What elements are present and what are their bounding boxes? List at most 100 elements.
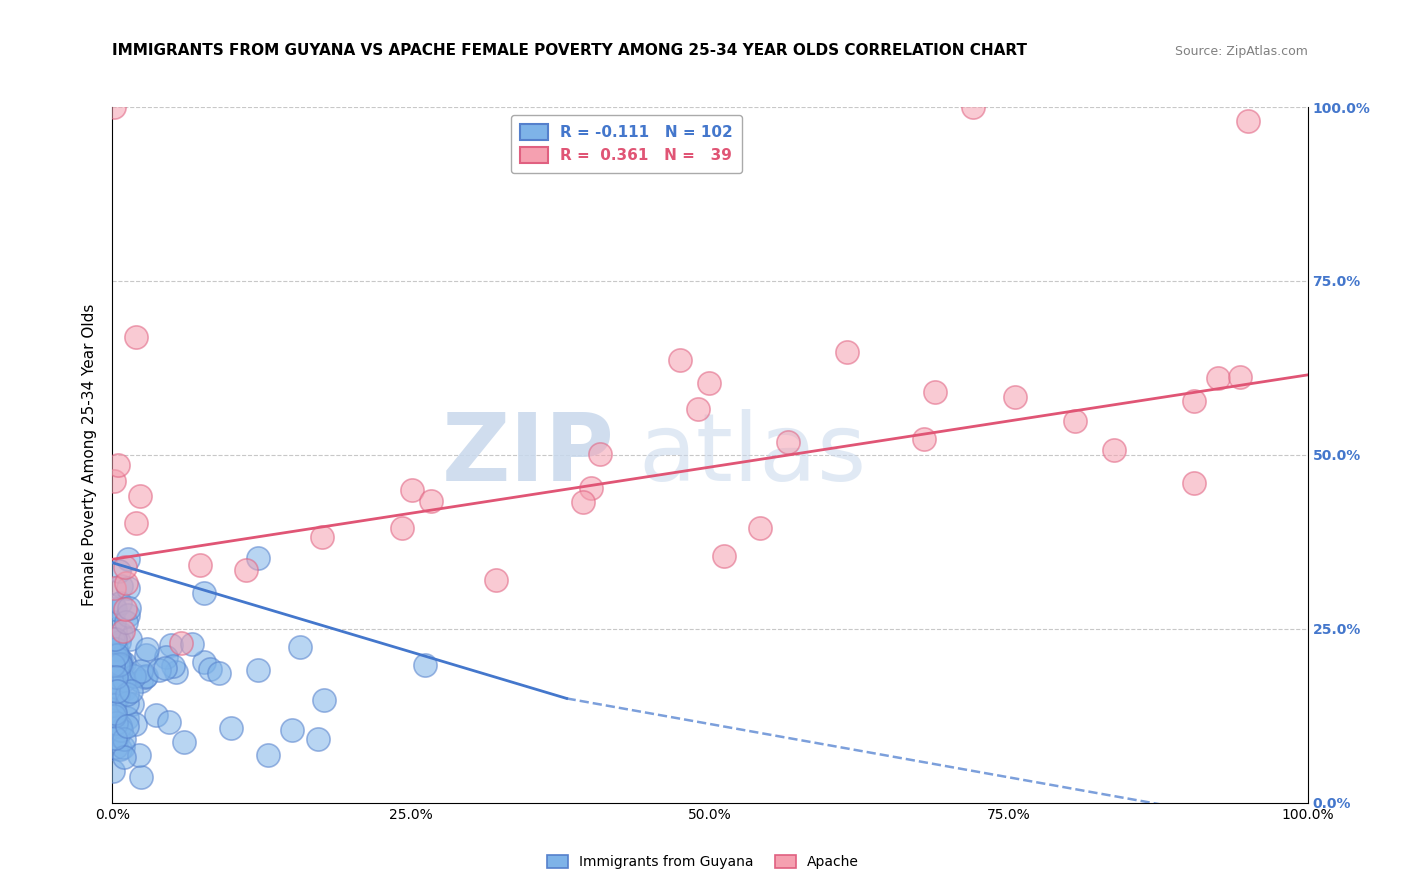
Point: [219, 721, 242, 735]
Point: [124, 516, 146, 530]
Point: [111, 624, 134, 639]
Point: [101, 662, 124, 676]
Point: [235, 562, 257, 576]
Point: [485, 573, 508, 587]
Point: [104, 715, 127, 730]
Point: [104, 658, 127, 673]
Point: [117, 552, 139, 566]
Point: [107, 458, 129, 473]
Point: [246, 550, 269, 565]
Point: [778, 434, 800, 449]
Point: [105, 648, 128, 662]
Point: [110, 596, 132, 610]
Point: [391, 521, 413, 535]
Point: [193, 656, 215, 670]
Point: [101, 764, 124, 778]
Point: [111, 739, 134, 754]
Point: [120, 684, 142, 698]
Point: [145, 707, 167, 722]
Point: [108, 719, 131, 733]
Point: [114, 602, 136, 616]
Point: [307, 731, 329, 746]
Point: [103, 656, 125, 670]
Point: [118, 601, 141, 615]
Point: [101, 710, 124, 724]
Point: [108, 651, 131, 665]
Point: [312, 693, 335, 707]
Point: [1208, 371, 1230, 385]
Point: [115, 711, 138, 725]
Point: [188, 558, 211, 573]
Point: [136, 641, 159, 656]
Point: [1182, 394, 1205, 409]
Legend: Immigrants from Guyana, Apache: Immigrants from Guyana, Apache: [540, 848, 866, 876]
Point: [129, 770, 152, 784]
Point: [110, 671, 132, 685]
Point: [103, 705, 125, 719]
Point: [104, 731, 127, 745]
Point: [1229, 369, 1251, 384]
Text: atlas: atlas: [638, 409, 866, 501]
Point: [835, 345, 858, 359]
Point: [103, 709, 125, 723]
Point: [110, 658, 132, 673]
Point: [114, 559, 136, 574]
Point: [105, 666, 128, 681]
Point: [115, 719, 138, 733]
Point: [108, 634, 131, 648]
Point: [115, 696, 138, 710]
Point: [135, 648, 157, 663]
Point: [103, 615, 125, 629]
Point: [1064, 414, 1087, 428]
Point: [124, 716, 146, 731]
Point: [103, 474, 125, 488]
Point: [669, 353, 692, 368]
Point: [912, 432, 935, 446]
Point: [1182, 475, 1205, 490]
Text: ZIP: ZIP: [441, 409, 614, 501]
Point: [118, 667, 141, 681]
Point: [155, 661, 177, 675]
Point: [104, 680, 127, 694]
Point: [1102, 442, 1125, 457]
Point: [105, 691, 128, 706]
Point: [107, 658, 129, 673]
Point: [589, 447, 612, 461]
Point: [122, 669, 145, 683]
Point: [104, 602, 127, 616]
Point: [104, 739, 127, 754]
Point: [115, 575, 138, 590]
Point: [114, 615, 136, 630]
Point: [103, 674, 125, 689]
Point: [114, 682, 136, 697]
Point: [107, 688, 129, 702]
Legend: R = -0.111   N = 102, R =  0.361   N =   39: R = -0.111 N = 102, R = 0.361 N = 39: [510, 115, 742, 173]
Point: [193, 586, 215, 600]
Text: IMMIGRANTS FROM GUYANA VS APACHE FEMALE POVERTY AMONG 25-34 YEAR OLDS CORRELATIO: IMMIGRANTS FROM GUYANA VS APACHE FEMALE …: [112, 43, 1028, 58]
Point: [401, 483, 423, 497]
Point: [165, 665, 187, 679]
Point: [108, 565, 131, 579]
Point: [104, 679, 127, 693]
Point: [749, 521, 772, 535]
Point: [120, 632, 142, 647]
Point: [129, 674, 152, 689]
Text: Source: ZipAtlas.com: Source: ZipAtlas.com: [1174, 45, 1308, 58]
Point: [112, 750, 135, 764]
Point: [420, 494, 443, 508]
Point: [129, 664, 152, 678]
Point: [257, 748, 280, 763]
Point: [104, 690, 127, 704]
Point: [110, 579, 132, 593]
Point: [159, 638, 181, 652]
Point: [415, 657, 437, 672]
Point: [103, 682, 125, 697]
Point: [107, 728, 129, 742]
Point: [110, 723, 132, 737]
Point: [110, 657, 132, 671]
Point: [713, 549, 735, 564]
Point: [112, 731, 135, 746]
Point: [162, 659, 184, 673]
Point: [117, 581, 139, 595]
Point: [104, 632, 127, 647]
